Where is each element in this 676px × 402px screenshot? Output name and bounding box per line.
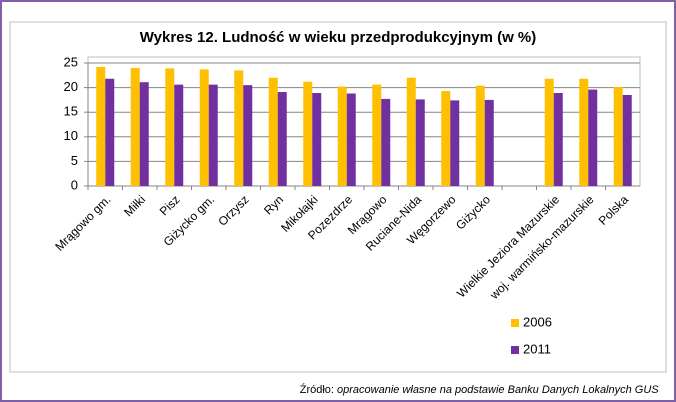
bar (381, 98, 391, 186)
bar (139, 82, 149, 186)
y-tick-label: 0 (71, 177, 78, 192)
source-prefix: Źródło: (300, 383, 334, 396)
bar (96, 66, 106, 186)
bar (475, 85, 485, 186)
legend-swatch (511, 319, 519, 327)
legend-label: 2006 (523, 314, 552, 329)
bar (579, 78, 589, 186)
bar (613, 87, 623, 186)
bar (105, 78, 115, 186)
legend-swatch (511, 346, 519, 354)
bar (303, 81, 313, 186)
bar (208, 84, 218, 186)
y-tick-label: 25 (64, 54, 78, 69)
bar (277, 92, 287, 186)
bar (243, 85, 253, 186)
bar (174, 84, 184, 186)
y-tick-label: 20 (64, 79, 78, 94)
y-tick-label: 5 (71, 153, 78, 168)
bar (346, 93, 356, 186)
y-tick-label: 10 (64, 128, 78, 143)
bar (268, 77, 278, 186)
bar (199, 69, 209, 186)
bar (130, 67, 140, 186)
chart-title: Wykres 12. Ludność w wieku przedprodukcy… (140, 29, 537, 46)
bar (450, 100, 460, 186)
bar (234, 70, 244, 186)
source-text: opracowanie własne na podstawie Banku Da… (337, 384, 659, 396)
bar (165, 68, 175, 186)
legend-label: 2011 (523, 341, 551, 356)
bar (622, 94, 632, 186)
bar (372, 84, 382, 186)
bar (588, 89, 598, 186)
bar (337, 86, 347, 186)
y-tick-label: 15 (64, 104, 78, 119)
bar (544, 78, 554, 186)
bar (553, 93, 563, 186)
bar (312, 93, 322, 186)
bar (406, 77, 416, 186)
bar (415, 99, 425, 186)
chart-area (9, 21, 667, 373)
bar (484, 99, 494, 186)
bar (441, 91, 451, 186)
